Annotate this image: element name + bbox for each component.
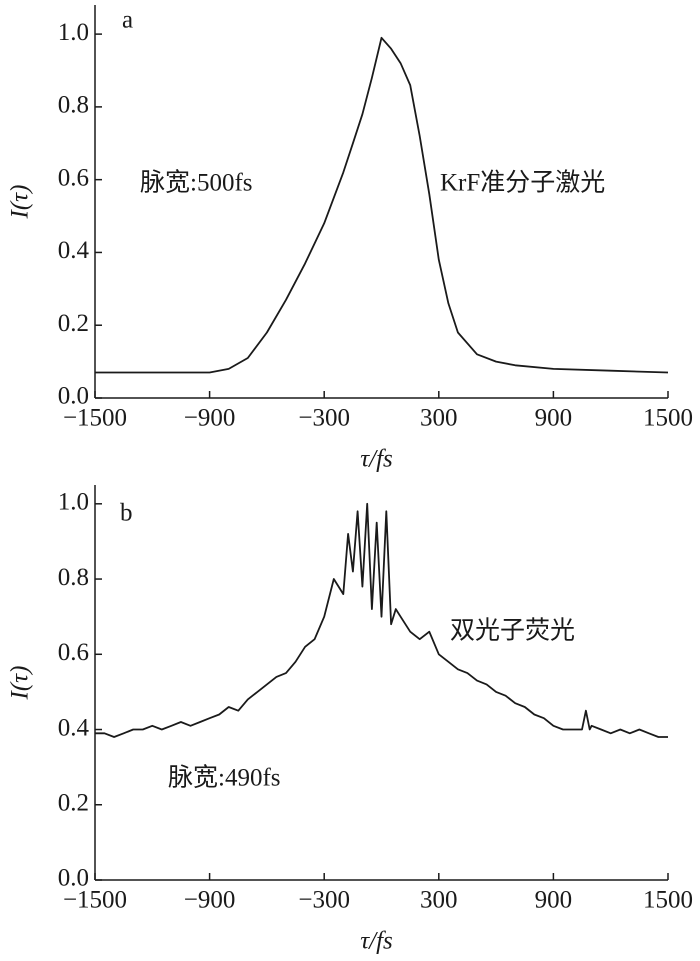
panel-label: b <box>120 500 133 527</box>
x-tick-label: −300 <box>298 887 350 914</box>
x-tick-label: 1500 <box>643 887 693 914</box>
x-tick-label: 900 <box>535 405 573 432</box>
y-axis-label: I(τ) <box>7 185 34 220</box>
annotation: 双光子荧光 <box>450 617 575 645</box>
y-tick-label: 0.6 <box>58 639 89 666</box>
y-tick-label: 0.2 <box>58 310 89 337</box>
y-tick-label: 0.0 <box>58 383 89 410</box>
annotation: 脉宽:490fs <box>168 764 281 792</box>
panel-label: a <box>122 7 133 34</box>
annotation: 脉宽:500fs <box>140 169 253 197</box>
y-tick-label: 0.8 <box>58 564 89 591</box>
x-tick-label: 1500 <box>643 405 693 432</box>
data-line <box>95 502 668 738</box>
y-tick-label: 0.6 <box>58 164 89 191</box>
x-tick-label: −900 <box>184 405 236 432</box>
x-tick-label: 300 <box>420 405 458 432</box>
y-tick-label: 1.0 <box>58 19 89 46</box>
y-tick-label: 0.4 <box>58 237 90 264</box>
data-line <box>95 36 669 374</box>
y-tick-label: 1.0 <box>58 489 89 516</box>
y-tick-label: 0.0 <box>58 865 89 892</box>
x-tick-label: −1500 <box>63 405 127 432</box>
x-tick-label: 900 <box>535 887 573 914</box>
y-tick-label: 0.4 <box>58 714 90 741</box>
y-tick-label: 0.8 <box>58 92 89 119</box>
annotation: KrF准分子激光 <box>440 169 605 197</box>
y-axis-label: I(τ) <box>7 666 34 701</box>
x-axis-label: τ/fs <box>360 928 393 955</box>
x-tick-label: −900 <box>184 887 236 914</box>
y-tick-label: 0.2 <box>58 789 89 816</box>
x-axis-label: τ/fs <box>360 446 393 473</box>
x-tick-label: −300 <box>298 405 350 432</box>
x-tick-label: −1500 <box>63 887 127 914</box>
x-tick-label: 300 <box>420 887 458 914</box>
